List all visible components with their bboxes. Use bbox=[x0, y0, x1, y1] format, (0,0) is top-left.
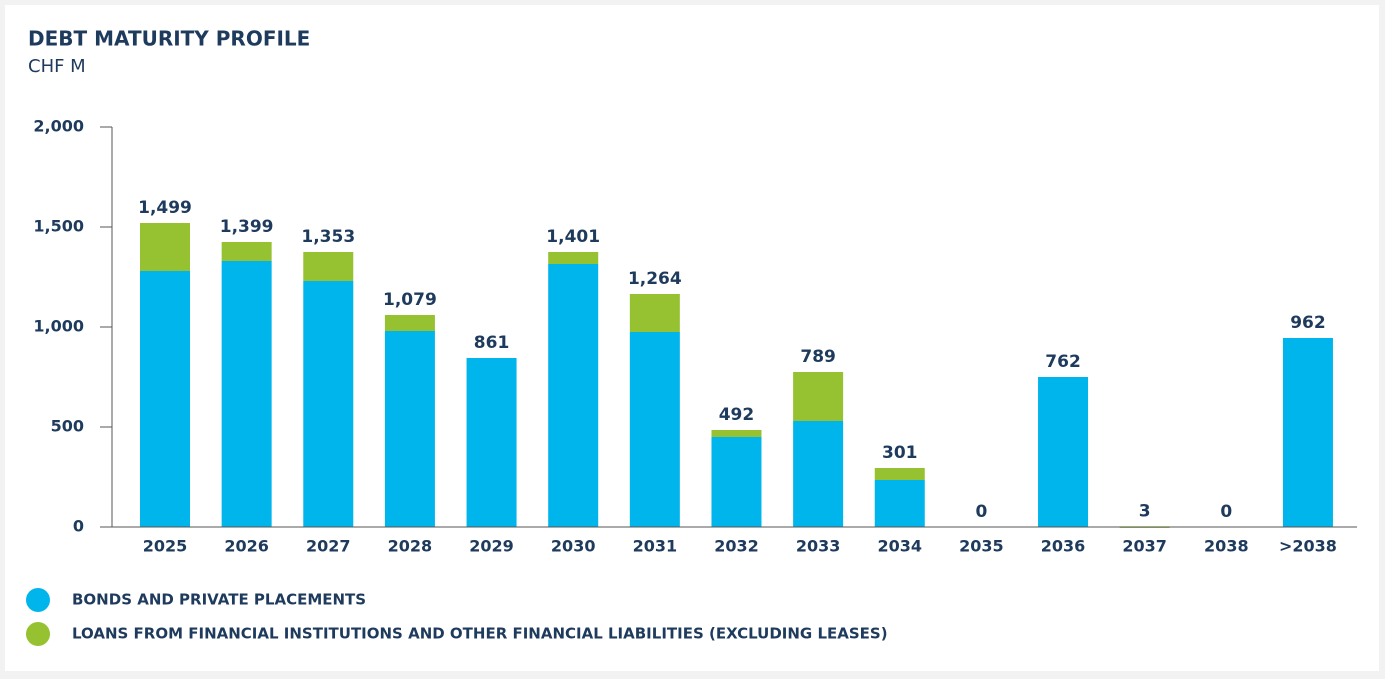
bar-segment bbox=[384, 331, 435, 527]
y-tick-label: 2,000 bbox=[33, 117, 84, 136]
x-tick-label: 2025 bbox=[143, 537, 188, 556]
y-tick-label: 1,500 bbox=[33, 217, 84, 236]
x-tick-label: 2038 bbox=[1204, 537, 1249, 556]
total-label: 861 bbox=[474, 333, 510, 353]
bar-segment bbox=[221, 242, 272, 261]
bar-segment bbox=[140, 271, 190, 527]
x-tick-label: 2028 bbox=[388, 537, 433, 556]
bar-segment bbox=[1282, 338, 1333, 527]
total-label: 301 bbox=[882, 443, 918, 463]
x-tick-label: 2030 bbox=[551, 537, 596, 556]
total-label: 0 bbox=[975, 502, 987, 522]
x-tick-label: 2034 bbox=[877, 537, 922, 556]
x-tick-label: 2027 bbox=[306, 537, 351, 556]
bar-segment bbox=[548, 252, 599, 264]
bar-segment bbox=[303, 252, 354, 281]
bar-segment bbox=[1038, 377, 1089, 527]
total-label: 762 bbox=[1045, 352, 1081, 372]
bar-segment bbox=[874, 480, 925, 527]
chart-title: DEBT MATURITY PROFILE bbox=[28, 27, 310, 51]
total-label: 1,401 bbox=[546, 227, 600, 247]
bar-segment bbox=[140, 223, 190, 271]
total-label: 962 bbox=[1290, 313, 1326, 333]
total-label: 1,079 bbox=[383, 290, 437, 310]
x-tick-label: 2032 bbox=[714, 537, 759, 556]
total-label: 789 bbox=[800, 347, 836, 367]
x-tick-label: 2033 bbox=[796, 537, 841, 556]
bar-segment bbox=[466, 358, 517, 527]
x-tick-label: 2029 bbox=[469, 537, 514, 556]
x-tick-label: 2026 bbox=[224, 537, 269, 556]
bar-segment bbox=[629, 294, 680, 332]
bar-segment bbox=[793, 421, 844, 527]
total-label: 1,353 bbox=[301, 227, 355, 247]
total-label: 492 bbox=[719, 405, 755, 425]
bar-segment bbox=[221, 261, 272, 527]
bar-segment bbox=[793, 372, 844, 421]
total-label: 0 bbox=[1220, 502, 1232, 522]
bar-segment bbox=[384, 315, 435, 331]
card bbox=[5, 5, 1379, 671]
total-label: 3 bbox=[1139, 501, 1151, 521]
bar-segment bbox=[874, 468, 925, 480]
bar-segment bbox=[711, 430, 762, 437]
x-tick-label: 2031 bbox=[633, 537, 678, 556]
total-label: 1,264 bbox=[628, 269, 682, 289]
y-tick-label: 500 bbox=[51, 417, 84, 436]
x-tick-label: 2035 bbox=[959, 537, 1004, 556]
x-tick-label: >2038 bbox=[1279, 537, 1337, 556]
bar-segment bbox=[711, 437, 762, 527]
chart-subtitle: CHF M bbox=[28, 56, 86, 77]
legend-swatch bbox=[26, 622, 50, 646]
x-tick-label: 2036 bbox=[1041, 537, 1086, 556]
total-label: 1,399 bbox=[220, 217, 274, 237]
total-label: 1,499 bbox=[138, 198, 192, 218]
bar-segment bbox=[548, 264, 599, 527]
legend-swatch bbox=[26, 588, 50, 612]
y-tick-label: 1,000 bbox=[33, 317, 84, 336]
legend-label: LOANS FROM FINANCIAL INSTITUTIONS AND OT… bbox=[72, 625, 888, 643]
legend-label: BONDS AND PRIVATE PLACEMENTS bbox=[72, 591, 366, 609]
x-tick-label: 2037 bbox=[1122, 537, 1167, 556]
bar-segment bbox=[303, 281, 354, 527]
bar-segment bbox=[629, 332, 680, 527]
y-tick-label: 0 bbox=[73, 517, 84, 536]
